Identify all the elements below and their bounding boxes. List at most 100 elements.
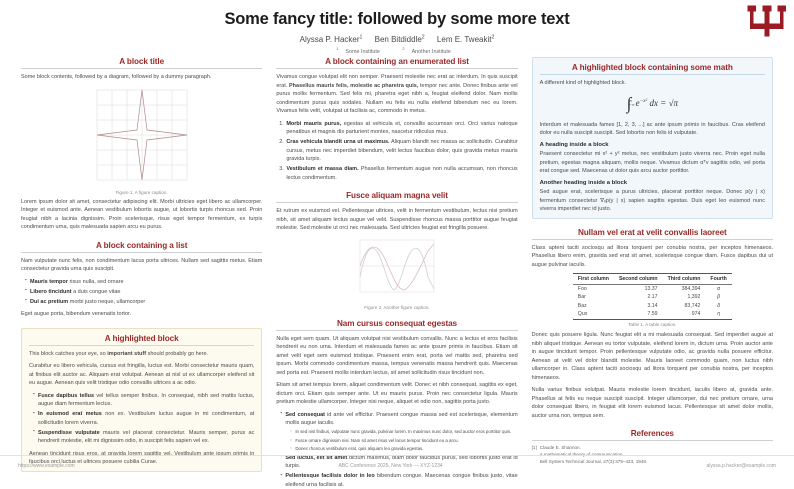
intro-post: tempor nec ante. Donec finibus ante vel … <box>276 82 518 115</box>
bullet-list: Fusce dapibus tellus vel tellus semper f… <box>29 391 255 446</box>
affiliation-entry: 1 Some Institute <box>336 46 387 55</box>
list-item: Fusce dapibus tellus vel tellus semper f… <box>33 391 255 409</box>
list-item-rest: egestas at vehicula et, convallis accums… <box>286 120 518 136</box>
table-row: Qux 7.59 974 η <box>572 309 732 320</box>
table-header-row: First column Second column Third column … <box>572 273 732 285</box>
block-title: Fusce aliquam magna velit <box>346 191 448 201</box>
block-body-text: Et rutrum ex euismod vel. Pellentesque u… <box>276 208 518 232</box>
block-title: Nullam vel erat at velit convallis laore… <box>577 227 727 237</box>
list-item: Morbi mauris purus, egestas at vehicula … <box>285 120 517 137</box>
figure-1: Figure 1. A figure caption. <box>21 86 262 195</box>
iu-trident-logo-icon <box>747 5 786 37</box>
bullet-list: Sed consequat id ante vel efficitur. Pra… <box>276 410 518 489</box>
block-title: Nam cursus consequat egestas <box>336 318 458 328</box>
title-divider <box>21 68 263 69</box>
table-cell: 13.37 <box>644 285 658 292</box>
block-paragraph-1: Nulla eget sem quam. Ut aliquam volutpat… <box>276 335 518 376</box>
reference-number: [1] <box>531 445 537 451</box>
list-item: Mauris tempor risus nulla, sed ornare <box>25 277 262 287</box>
block-body-text: Lorem ipsum dolor sit amet, consectetur … <box>21 198 263 231</box>
sub-heading: Another heading inside a block <box>539 179 628 186</box>
list-item-rest: non ex. Vestibulum luctus augue in mi co… <box>38 411 255 426</box>
list-item: Sed consequat id ante vel efficitur. Pra… <box>280 410 518 453</box>
table-row: Baz 3.14 83,742 δ <box>573 301 732 309</box>
list-item-lead: Dui ac pretium <box>30 298 69 305</box>
column-header: First column <box>572 273 614 285</box>
reference-author: Claude E. Shannon. <box>539 445 581 451</box>
figure-2: Figure 2. Another figure caption. <box>276 237 517 310</box>
integral-sign: ∫ <box>626 93 632 113</box>
nested-list-item: Donec rhoncus vestibulum erat, quis aliq… <box>290 446 517 453</box>
table-caption: Table 1. A table caption. <box>628 322 677 327</box>
table-cell: Bar <box>577 294 586 301</box>
list-item-lead: Sed consequat <box>285 411 325 418</box>
block-nullam-vel-erat: Nullam vel erat at velit convallis laore… <box>531 227 773 421</box>
block-title: A block title <box>119 57 165 66</box>
references-title: References <box>630 429 674 439</box>
star-diagram <box>96 89 187 180</box>
list-item: Sed luctus, elit sit amet dictum maximus… <box>280 453 518 471</box>
list-item-rest: morbi justo neque, ullamcorper <box>69 298 146 305</box>
title-divider <box>276 202 518 204</box>
right-column: A highlighted block containing some math… <box>525 57 780 464</box>
author-name: Lem E. Tweakit <box>436 34 492 44</box>
list-item-rest: dictum maximus, diam dolor faucibus puru… <box>285 454 518 470</box>
gaussian-integral-equation: ∫∞ −∞e−x² dx = √π <box>626 93 679 113</box>
column-header: Third column <box>662 273 706 285</box>
table-row: Foo 13.37 384,394 α <box>573 284 732 293</box>
list-item-rest: id ante vel efficitur. Praesent congue m… <box>285 411 518 427</box>
author-affil-mark: 2 <box>421 33 425 40</box>
author-name: Alyssa P. Hacker <box>299 34 360 44</box>
list-item-rest: Phasellus fermentum augue non nulla accu… <box>286 166 518 181</box>
block-intro-text: Some block contents, followed by a diagr… <box>21 74 212 80</box>
list-item-rest: Aliquam blandit nec massa ac sollicitudi… <box>286 139 518 163</box>
poster-header: Some fancy title: followed by some more … <box>0 0 794 61</box>
author-name: Ben Bitdiddle <box>374 34 422 44</box>
intro-post: should probably go here. <box>146 350 209 357</box>
block-paragraph-1: Praesent consectetur mi x² + y² metus, n… <box>539 151 765 175</box>
table-cell: Baz <box>577 302 587 309</box>
figure-caption: Figure 1. A figure caption. <box>115 189 168 195</box>
block-title: A block containing a list <box>95 240 188 250</box>
list-item-rest: vel tellus semper finibus. In consequat,… <box>38 392 255 408</box>
reference-body: Claude E. Shannon. A mathematical theory… <box>540 445 647 466</box>
table-cell: 974 <box>662 309 706 320</box>
reference-list: [1] Claude E. Shannon. A mathematical th… <box>532 445 773 466</box>
block-intro-text: This block catches your eye, so importan… <box>29 350 254 359</box>
enumerated-list: Morbi mauris purus, egestas at vehicula … <box>276 120 517 183</box>
block-nam-cursus-consequat-egestas: Nam cursus consequat egestas Nulla eget … <box>276 318 518 489</box>
list-item: Suspendisse vulputate mauris vel placera… <box>33 428 254 446</box>
list-item-lead: Mauris tempor <box>30 278 68 285</box>
author-list: Alyssa P. Hacker1 Ben Bitdiddle2 Lem E. … <box>0 34 794 44</box>
list-item: Cras vehicula blandit urna ut maximus. A… <box>285 138 517 164</box>
title-divider <box>276 329 518 331</box>
intro-bold: important stuff <box>107 350 147 357</box>
intro-pre: This block catches your eye, so <box>29 350 108 357</box>
block-intro-text: Class aptent taciti sociosqu ad litora t… <box>531 244 773 268</box>
list-item-lead: Suspendisse vulputate <box>38 429 100 436</box>
table-row: Bar 2.17 1,392 β <box>573 293 732 301</box>
footer-url[interactable]: https://www.example.com <box>18 463 75 469</box>
affiliation-entry: 2 Another Institute <box>402 46 458 55</box>
affiliation-list: 1 Some Institute 2 Another Institute <box>0 46 794 55</box>
block-title: A block containing an enumerated list <box>325 57 469 66</box>
table-cell: η <box>705 309 732 320</box>
block-outro-text: Aenean tincidunt risus eros, at gravida … <box>29 450 255 466</box>
title-divider <box>531 238 773 240</box>
list-item: Libero tincidunt a duis congue vitae <box>25 287 262 297</box>
table-cell: 7.59 <box>613 309 663 320</box>
block-outro-text: Eget augue porta, bibendum venenatis tor… <box>21 311 132 318</box>
table-cell: 83,742 <box>684 302 701 309</box>
affiliation-mark: 2 <box>402 46 405 52</box>
poster-columns: A block title Some block contents, follo… <box>0 57 794 488</box>
data-table-wrapper: First column Second column Third column … <box>532 273 773 320</box>
poster-page: Some fancy title: followed by some more … <box>0 0 794 476</box>
table-cell: 1,392 <box>687 294 701 301</box>
author-entry: Ben Bitdiddle2 <box>374 33 425 44</box>
block-intro-text: A different kind of highlighted block. <box>539 80 627 86</box>
table-cell: Qux <box>572 309 614 320</box>
table-cell: β <box>717 294 721 301</box>
list-item-lead: Cras vehicula blandit urna ut maximus. <box>286 139 390 146</box>
footer-email[interactable]: alyssa.p.hacker@example.com <box>706 463 776 469</box>
list-item-rest: risus nulla, sed ornare <box>69 278 124 285</box>
